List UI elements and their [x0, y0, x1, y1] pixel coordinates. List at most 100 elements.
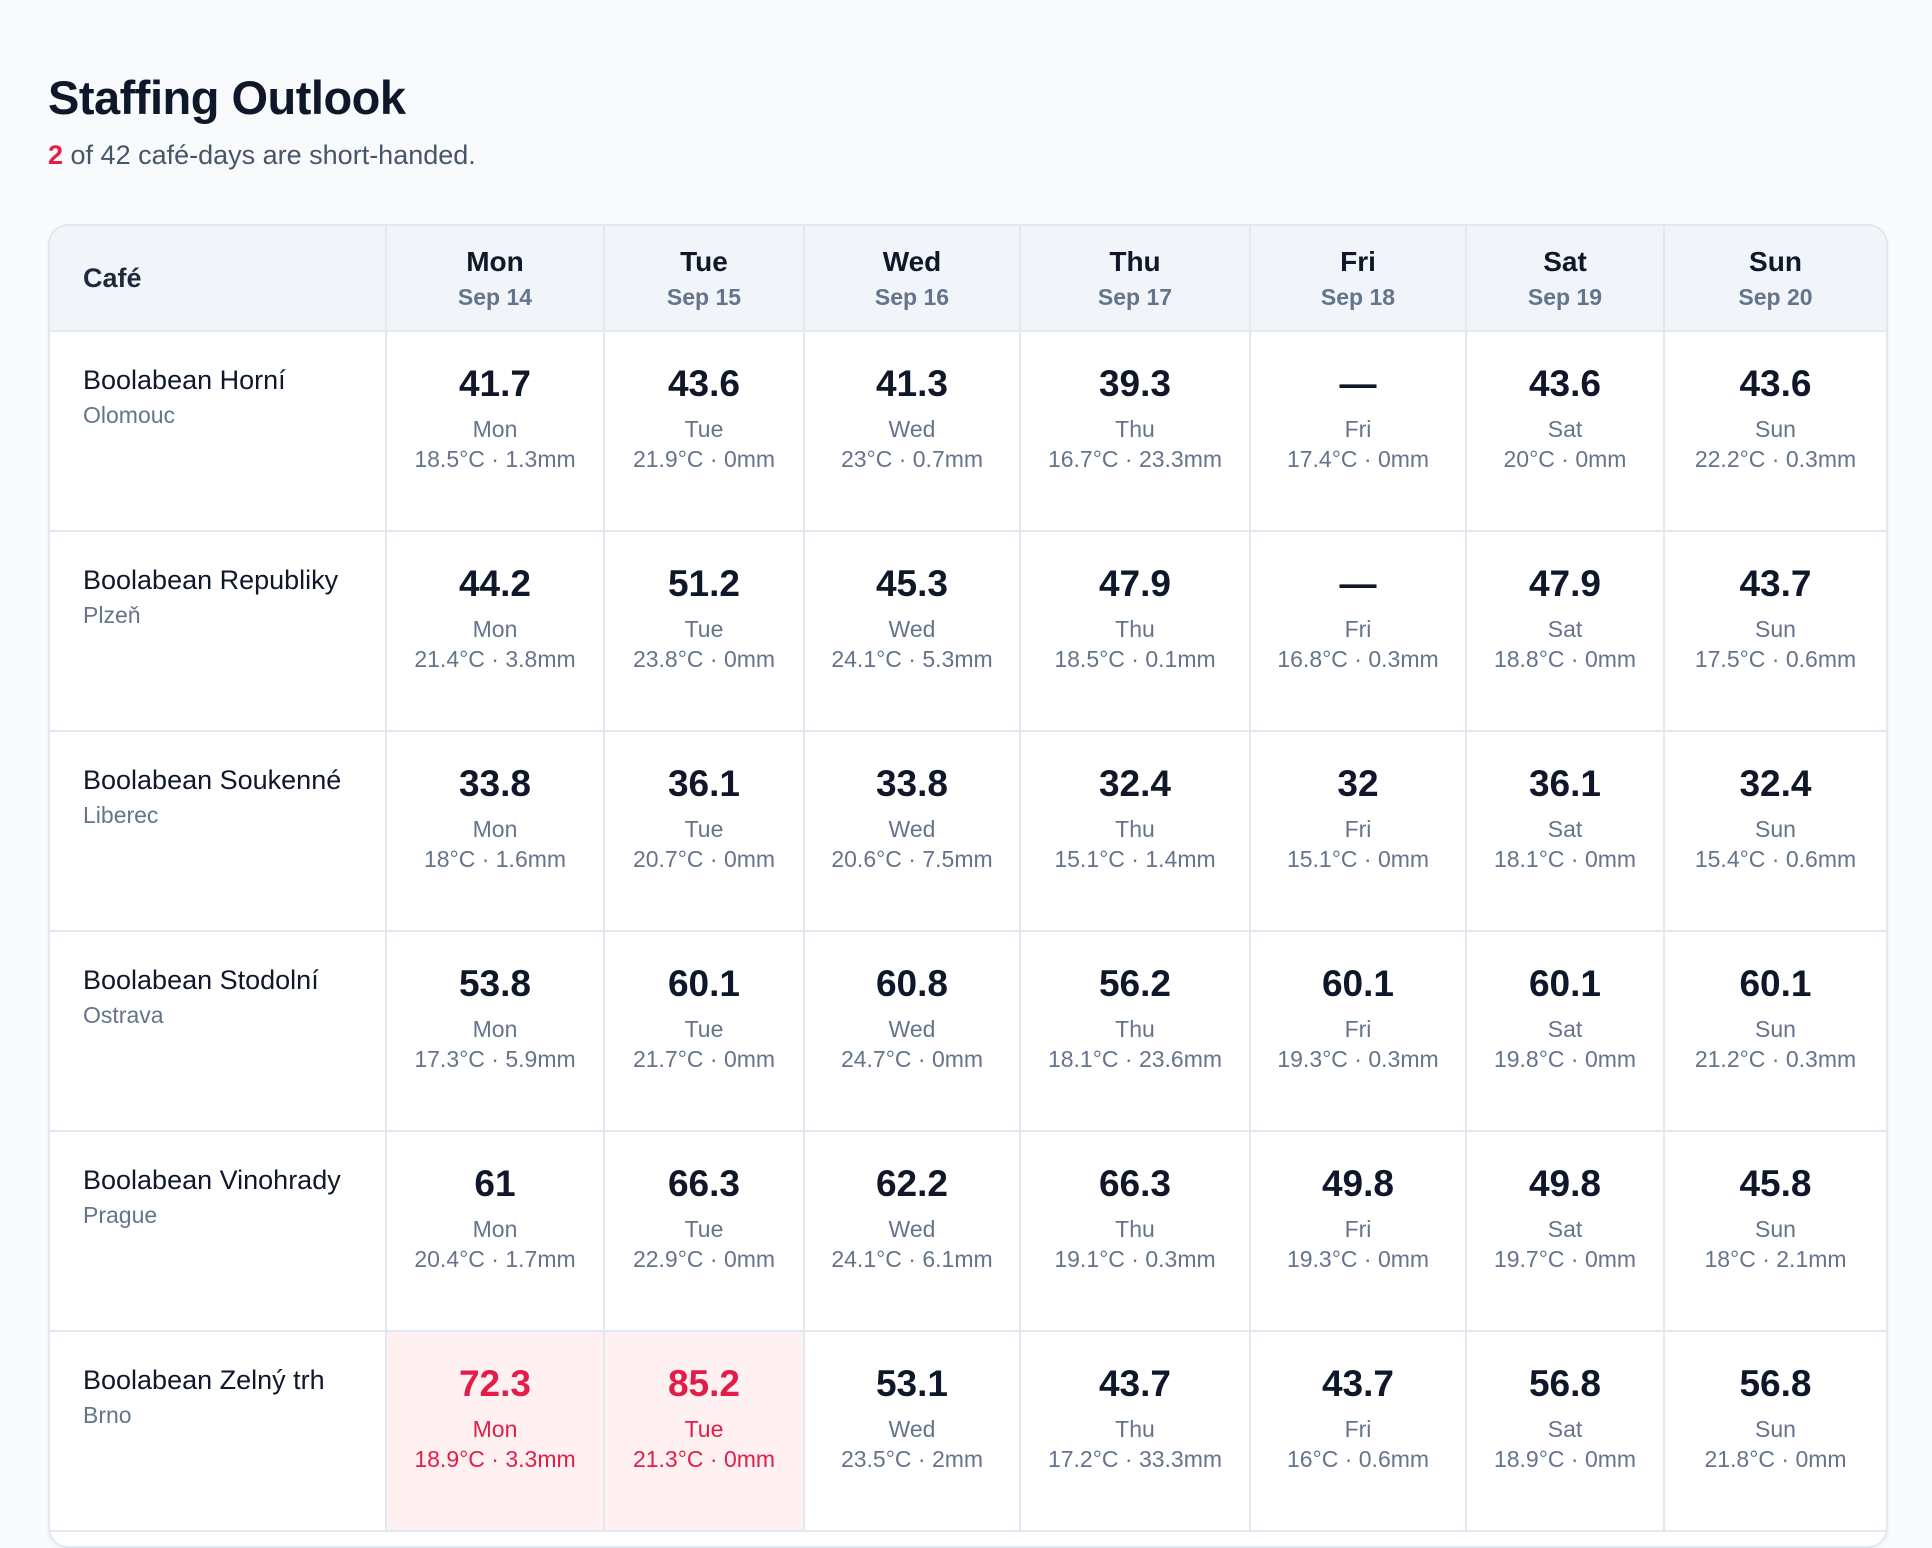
forecast-cell: 45.8 Sun 18°C · 2.1mm — [1663, 1131, 1886, 1332]
forecast-day: Sun — [1755, 416, 1796, 442]
column-header-sun: Sun Sep 20 — [1663, 226, 1886, 332]
forecast-day: Tue — [684, 1416, 724, 1442]
forecast-weather: 21.9°C · 0mm — [632, 446, 776, 472]
forecast-day: Thu — [1115, 1016, 1155, 1042]
forecast-weather: 16°C · 0.6mm — [1286, 1446, 1430, 1472]
forecast-weather: 17.3°C · 5.9mm — [414, 1046, 576, 1072]
forecast-weather: 23.5°C · 2mm — [840, 1446, 984, 1472]
forecast-value: 72.3 — [458, 1363, 531, 1404]
forecast-value: 43.7 — [1739, 563, 1812, 604]
forecast-value: 32 — [1337, 763, 1379, 804]
forecast-day: Thu — [1115, 416, 1155, 442]
forecast-weather: 21.7°C · 0mm — [632, 1046, 776, 1072]
forecast-value: 66.3 — [667, 1163, 740, 1204]
forecast-day: Sat — [1547, 416, 1583, 442]
forecast-value: 43.6 — [667, 363, 740, 404]
forecast-weather: 22.9°C · 0mm — [632, 1246, 776, 1272]
forecast-cell: 49.8 Sat 19.7°C · 0mm — [1465, 1131, 1664, 1332]
forecast-weather: 18.5°C · 1.3mm — [414, 446, 576, 472]
forecast-value: 47.9 — [1528, 563, 1601, 604]
column-date-label: Sep 15 — [666, 283, 742, 310]
forecast-weather: 18.9°C · 3.3mm — [414, 1446, 576, 1472]
summary-text: 2 of 42 café-days are short-handed. — [48, 140, 476, 171]
forecast-value: 49.8 — [1321, 1163, 1394, 1204]
forecast-weather: 21.2°C · 0.3mm — [1694, 1046, 1857, 1072]
forecast-day: Fri — [1344, 1016, 1372, 1042]
forecast-cell: 41.7 Mon 18.5°C · 1.3mm — [385, 331, 604, 532]
forecast-weather: 17.5°C · 0.6mm — [1694, 646, 1857, 672]
cafe-cell: Boolabean Stodolní Ostrava — [50, 931, 386, 1132]
forecast-weather: 19.7°C · 0mm — [1493, 1246, 1637, 1272]
cafe-city: Ostrava — [83, 1002, 164, 1028]
forecast-day: Sun — [1755, 1016, 1796, 1042]
forecast-weather: 20.4°C · 1.7mm — [414, 1246, 576, 1272]
cafe-name: Boolabean Zelný trh — [83, 1365, 325, 1395]
forecast-day: Wed — [888, 616, 936, 642]
forecast-day: Sun — [1755, 1416, 1796, 1442]
forecast-cell: 36.1 Tue 20.7°C · 0mm — [603, 731, 804, 932]
forecast-day: Sat — [1547, 1416, 1583, 1442]
forecast-cell: 43.7 Fri 16°C · 0.6mm — [1249, 1331, 1466, 1532]
page-title: Staffing Outlook — [48, 71, 406, 124]
forecast-day: Thu — [1115, 1216, 1155, 1242]
forecast-day: Tue — [684, 816, 724, 842]
forecast-day: Sun — [1755, 816, 1796, 842]
forecast-day: Wed — [888, 416, 936, 442]
forecast-weather: 21.4°C · 3.8mm — [414, 646, 576, 672]
forecast-cell: 44.2 Mon 21.4°C · 3.8mm — [385, 531, 604, 732]
column-day-label: Mon — [466, 245, 524, 277]
forecast-cell: 49.8 Fri 19.3°C · 0mm — [1249, 1131, 1466, 1332]
forecast-weather: 19.1°C · 0.3mm — [1054, 1246, 1216, 1272]
forecast-cell: 33.8 Wed 20.6°C · 7.5mm — [803, 731, 1020, 932]
column-header-tue: Tue Sep 15 — [603, 226, 804, 332]
forecast-cell: — Fri 16.8°C · 0.3mm — [1249, 531, 1466, 732]
cafe-name: Boolabean Vinohrady — [83, 1165, 341, 1195]
forecast-weather: 20.6°C · 7.5mm — [831, 846, 993, 872]
forecast-weather: 24.1°C · 5.3mm — [831, 646, 993, 672]
cafe-cell: Boolabean Zelný trh Brno — [50, 1331, 386, 1532]
forecast-day: Wed — [888, 1216, 936, 1242]
table-row: Boolabean Stodolní Ostrava 53.8 Mon 17.3°C ·… — [50, 931, 1886, 1132]
forecast-cell: 43.6 Sat 20°C · 0mm — [1465, 331, 1664, 532]
cafe-city: Prague — [83, 1202, 158, 1228]
table-row: Boolabean Horní Olomouc 41.7 Mon 18.5°C · 1.… — [50, 331, 1886, 532]
forecast-day: Mon — [472, 816, 518, 842]
forecast-value: 85.2 — [667, 1363, 740, 1404]
forecast-cell: 60.1 Tue 21.7°C · 0mm — [603, 931, 804, 1132]
cafe-city: Plzeň — [83, 602, 141, 628]
forecast-day: Tue — [684, 616, 724, 642]
forecast-value: 33.8 — [875, 763, 948, 804]
forecast-weather: 18.1°C · 23.6mm — [1047, 1046, 1223, 1072]
forecast-cell: 36.1 Sat 18.1°C · 0mm — [1465, 731, 1664, 932]
forecast-value: 41.7 — [458, 363, 531, 404]
staffing-table: Café Mon Sep 14 Tue Sep 15 Wed Sep 16 Thu Sep 1… — [50, 226, 1886, 1532]
cafe-city: Brno — [83, 1402, 132, 1428]
forecast-value: 43.6 — [1739, 363, 1812, 404]
forecast-value: 45.3 — [875, 563, 948, 604]
forecast-cell: 47.9 Thu 18.5°C · 0.1mm — [1019, 531, 1250, 732]
short-handed-count: 2 — [48, 140, 64, 170]
forecast-weather: 22.2°C · 0.3mm — [1694, 446, 1857, 472]
column-date-label: Sep 18 — [1320, 283, 1396, 310]
forecast-value: 32.4 — [1098, 763, 1171, 804]
forecast-value: 53.8 — [458, 963, 531, 1004]
forecast-weather: 20°C · 0mm — [1503, 446, 1627, 472]
forecast-day: Sun — [1755, 1216, 1796, 1242]
forecast-weather: 19.3°C · 0.3mm — [1277, 1046, 1439, 1072]
forecast-value: 36.1 — [667, 763, 740, 804]
forecast-weather: 24.7°C · 0mm — [840, 1046, 984, 1072]
column-day-label: Thu — [1109, 245, 1161, 277]
forecast-value: 43.6 — [1528, 363, 1601, 404]
forecast-day: Wed — [888, 816, 936, 842]
forecast-day: Tue — [684, 1016, 724, 1042]
forecast-cell: 43.7 Sun 17.5°C · 0.6mm — [1663, 531, 1886, 732]
column-header-wed: Wed Sep 16 — [803, 226, 1020, 332]
forecast-value: 44.2 — [458, 563, 531, 604]
forecast-value: 53.1 — [875, 1363, 948, 1404]
cafe-name: Boolabean Soukenné — [83, 765, 342, 795]
table-row: Boolabean Vinohrady Prague 61 Mon 20.4°C · 1… — [50, 1131, 1886, 1332]
forecast-day: Thu — [1115, 1416, 1155, 1442]
staffing-outlook-page: Staffing Outlook 2 of 42 café-days are s… — [48, 71, 1888, 1548]
forecast-day: Wed — [888, 1016, 936, 1042]
forecast-value: 56.8 — [1739, 1363, 1812, 1404]
